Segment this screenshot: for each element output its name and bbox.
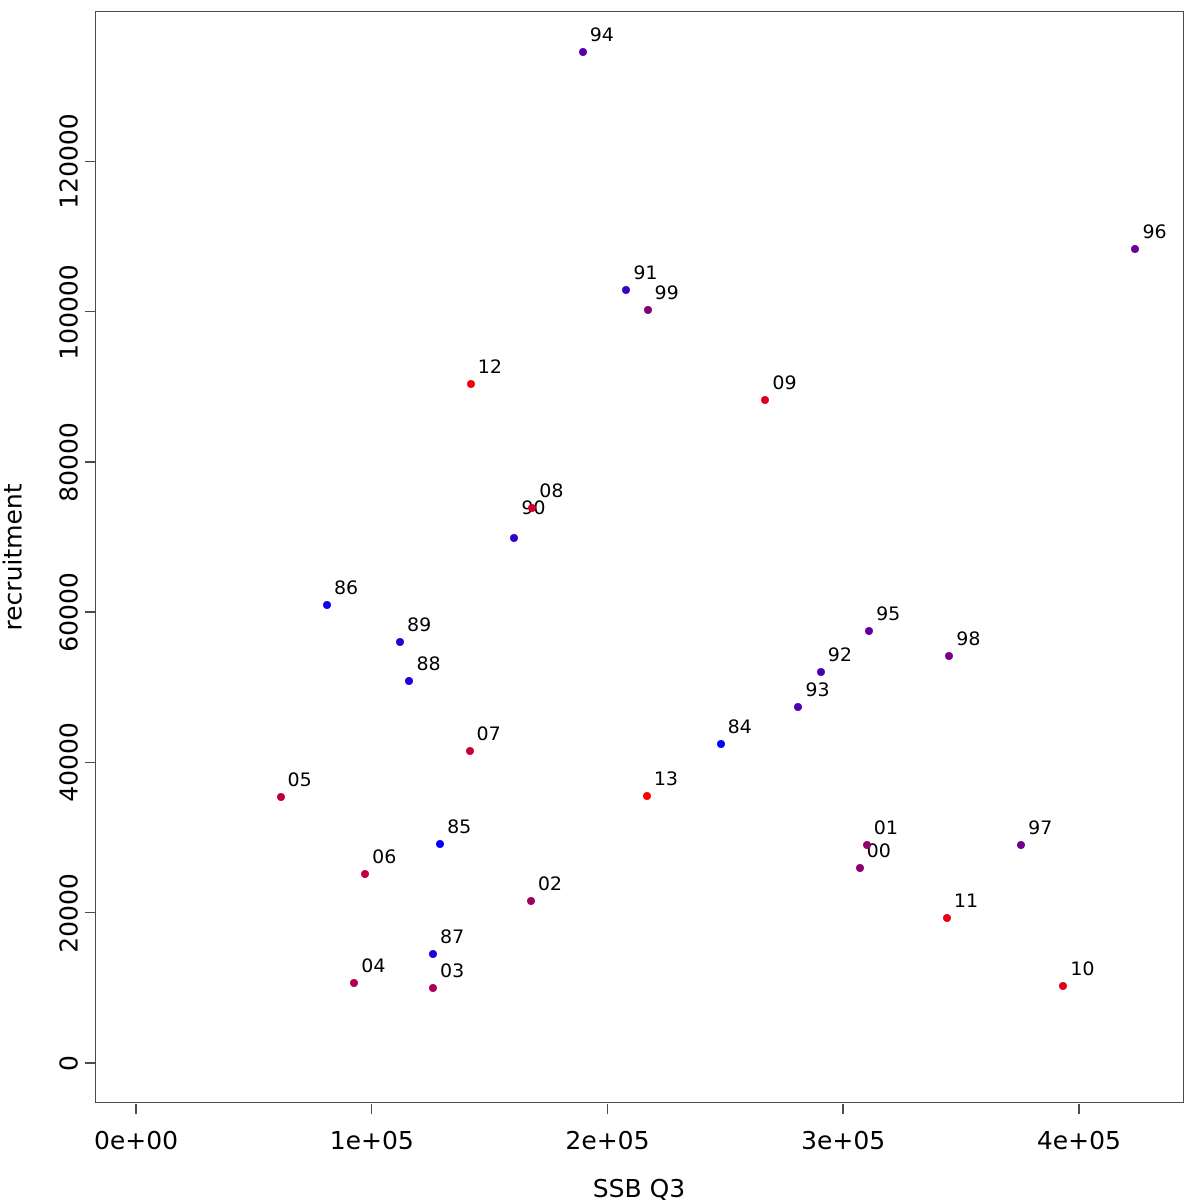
y-axis-tick <box>85 461 95 463</box>
y-axis-tick-label: 80000 <box>54 422 84 502</box>
point-label-97: 97 <box>1028 817 1053 840</box>
data-point-93 <box>794 702 803 711</box>
x-axis-tick <box>606 1104 609 1114</box>
data-point-10 <box>1059 981 1068 990</box>
data-point-96 <box>1131 245 1140 254</box>
data-point-12 <box>466 380 475 389</box>
point-label-91: 91 <box>633 261 658 284</box>
point-label-04: 04 <box>361 954 386 977</box>
data-point-89 <box>396 638 405 647</box>
y-axis-tick-label: 100000 <box>54 263 84 360</box>
data-point-86 <box>322 600 331 609</box>
data-point-04 <box>350 978 359 987</box>
point-label-05: 05 <box>287 769 312 791</box>
point-label-94: 94 <box>589 23 614 46</box>
point-label-08: 08 <box>539 480 564 503</box>
point-label-96: 96 <box>1142 221 1167 244</box>
point-label-84: 84 <box>727 715 752 738</box>
point-label-02: 02 <box>537 872 563 895</box>
y-axis-tick-label: 20000 <box>54 872 84 953</box>
point-label-93: 93 <box>805 678 830 701</box>
point-label-07: 07 <box>476 723 501 746</box>
y-axis-tick <box>85 911 95 914</box>
y-axis-tick <box>85 310 95 313</box>
x-axis-tick-label: 0e+00 <box>93 1126 179 1155</box>
x-axis-tick-label: 1e+05 <box>329 1126 414 1155</box>
data-point-05 <box>276 793 285 801</box>
x-axis-tick-label: 3e+05 <box>801 1126 886 1155</box>
data-point-09 <box>761 396 770 405</box>
data-point-02 <box>526 896 535 905</box>
point-label-99: 99 <box>654 282 679 305</box>
y-axis-tick <box>85 761 95 764</box>
data-point-08 <box>528 504 537 513</box>
point-label-98: 98 <box>956 628 981 651</box>
y-axis-tick-label: 60000 <box>54 572 84 652</box>
point-label-95: 95 <box>876 602 901 625</box>
point-label-86: 86 <box>333 576 359 599</box>
plot-area <box>95 11 1184 1103</box>
data-point-85 <box>436 839 445 848</box>
point-label-92: 92 <box>827 644 852 667</box>
data-point-95 <box>865 626 874 635</box>
x-axis-tick <box>842 1104 844 1114</box>
data-point-99 <box>643 306 652 315</box>
y-axis-title: recruitment <box>0 483 28 631</box>
x-axis-tick <box>135 1104 137 1114</box>
data-point-84 <box>716 739 725 748</box>
point-label-03: 03 <box>440 959 465 982</box>
point-label-89: 89 <box>407 614 432 637</box>
point-label-00: 00 <box>866 839 891 862</box>
data-point-90 <box>510 533 519 542</box>
data-point-91 <box>622 285 631 294</box>
data-point-98 <box>945 652 954 661</box>
data-point-92 <box>816 668 825 677</box>
point-label-13: 13 <box>653 768 678 791</box>
x-axis-title: SSB Q3 <box>592 1174 686 1200</box>
data-point-06 <box>361 870 370 879</box>
y-axis-tick-label: 0 <box>54 1055 84 1071</box>
point-label-06: 06 <box>372 846 397 869</box>
data-point-97 <box>1017 841 1026 850</box>
data-point-01 <box>862 841 871 850</box>
data-point-13 <box>642 792 651 801</box>
x-axis-tick <box>1078 1104 1080 1114</box>
point-label-10: 10 <box>1070 957 1095 980</box>
point-label-12: 12 <box>477 356 502 379</box>
data-point-94 <box>578 47 587 56</box>
data-point-03 <box>429 983 438 992</box>
x-axis-tick <box>370 1104 373 1114</box>
data-point-00 <box>855 863 864 872</box>
point-label-09: 09 <box>772 372 797 395</box>
point-label-85: 85 <box>447 815 472 838</box>
y-axis-tick <box>85 611 95 613</box>
x-axis-tick-label: 4e+05 <box>1036 1126 1121 1155</box>
data-point-87 <box>429 950 438 959</box>
y-axis-tick <box>85 160 95 163</box>
data-point-11 <box>942 913 951 922</box>
y-axis-tick <box>85 1062 95 1064</box>
data-point-88 <box>405 677 414 686</box>
x-axis-tick-label: 2e+05 <box>565 1126 650 1155</box>
point-label-11: 11 <box>953 889 979 912</box>
point-label-01: 01 <box>873 817 898 840</box>
point-label-87: 87 <box>440 926 465 949</box>
y-axis-tick-label: 120000 <box>54 113 84 209</box>
y-axis-tick-label: 40000 <box>54 722 84 803</box>
data-point-07 <box>465 747 474 756</box>
point-label-88: 88 <box>416 653 441 676</box>
